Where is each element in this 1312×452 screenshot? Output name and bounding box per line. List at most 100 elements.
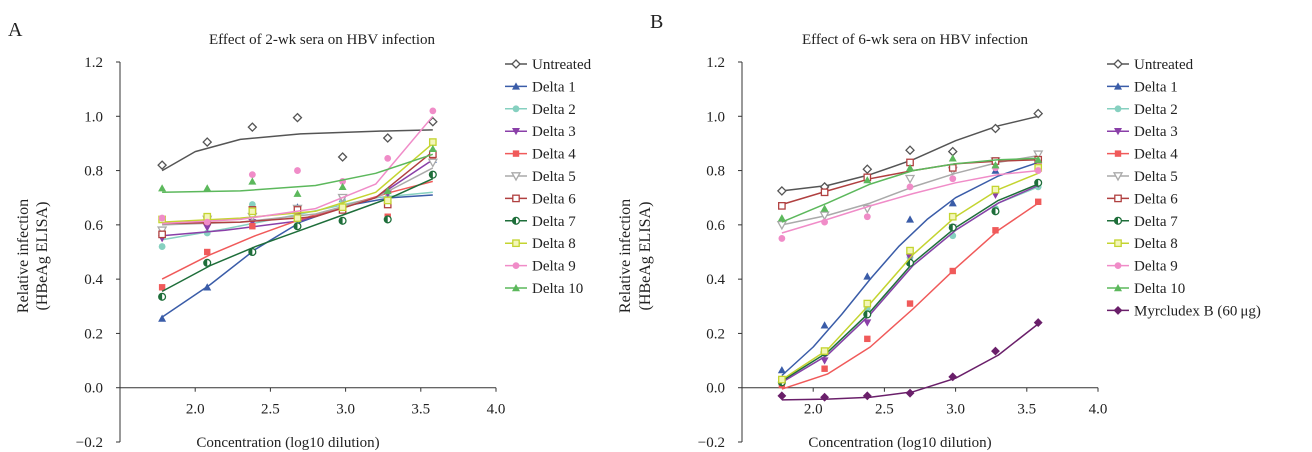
panel-a-series-delta-9-point (248, 171, 256, 179)
panel-a-series-delta-7-point-half (248, 248, 253, 256)
panel-a-series-delta-9-fit-line (162, 115, 434, 225)
panel-a-series-delta-8-point (248, 207, 257, 216)
panel-a-series-delta-1 (158, 155, 437, 322)
panel-b-series-delta-7 (777, 178, 1043, 387)
panel-b-series-delta-10-point (820, 204, 829, 212)
panel-a-series-delta-10-fit-line (162, 153, 434, 194)
panel-b-xtick-label: 4.0 (1089, 402, 1108, 418)
panel-b-series-delta-7-point (948, 223, 957, 232)
panel-b-ytick-label: 1.0 (706, 109, 725, 125)
panel-a-legend-label: Delta 5 (532, 169, 576, 185)
panel-b-series-untreated-point (905, 145, 915, 156)
panel-a-legend-item-delta-9: Delta 9 (505, 259, 576, 275)
panel-a-ytick-label: 0.2 (84, 326, 103, 342)
panel-a-series-delta-10-point (428, 144, 437, 153)
panel-a-series-delta-4-point (204, 248, 211, 256)
panel-b-series-delta-3 (777, 180, 1043, 385)
panel-a-series-delta-4-point (158, 284, 166, 291)
panel-a-ytick-label: 1.0 (84, 109, 103, 125)
panel-b-series-myrcludex-b-60-g-point (820, 392, 830, 402)
panel-b-series-delta-9-point (1034, 167, 1042, 174)
panel-b-series-delta-8-point (863, 299, 872, 308)
panel-b-series-delta-3-fit-line (781, 184, 1039, 383)
panel-b-series-delta-8-point (778, 375, 786, 384)
panel-b-series-delta-5-point (1033, 150, 1044, 160)
panel-b-xtick-label: 3.0 (946, 402, 965, 418)
panel-b-series-myrcludex-b-60-g-fit-line (781, 323, 1039, 401)
panel-b-series-delta-4 (778, 198, 1042, 390)
panel-a-ytick-label: 0.8 (84, 164, 103, 180)
panel-a-xtick-label: 3.5 (411, 402, 430, 418)
panel-a-legend-item-delta-10: Delta 10 (505, 281, 583, 297)
panel-b-series-delta-7-point-half (992, 207, 996, 215)
panel-b-series-delta-3-point (991, 191, 1000, 199)
panel-b-series-myrcludex-b-60-g-point (862, 391, 872, 401)
panel-a-series-delta-9-point (429, 107, 437, 115)
panel-b-legend-marker (1114, 284, 1122, 292)
panel-a-series-untreated-point (157, 160, 168, 171)
panel-b-legend-marker (1113, 305, 1123, 315)
panel-a-legend-marker-half (512, 217, 516, 225)
panel-b-series-myrcludex-b-60-g-point (777, 391, 787, 401)
panel-a-series-delta-2-point (158, 243, 166, 250)
panel-a-legend-item-delta-8: Delta 8 (505, 236, 576, 252)
panel-a-legend-item-delta-3: Delta 3 (505, 124, 576, 140)
panel-a-series-delta-7-point-half (294, 222, 298, 230)
panel-a-series-untreated (157, 112, 438, 172)
panel-a: A Effect of 2-wk sera on HBV infection Rel… (8, 19, 592, 451)
panel-a-series-delta-7-point (158, 292, 167, 301)
panel-a-ylabel-line1: Relative infection (15, 199, 32, 313)
panel-a-legend-item-untreated: Untreated (505, 57, 592, 73)
panel-a-series-delta-8-fit-line (162, 142, 434, 223)
panel-a-legend-marker (512, 284, 520, 292)
panel-b-legend-label: Untreated (1134, 57, 1194, 73)
panel-b-legend-marker (1114, 128, 1122, 136)
panel-b-series-delta-8-point (948, 212, 957, 221)
panel-a-ylabel-line2: (HBeAg ELISA) (34, 202, 51, 311)
panel-b-series-myrcludex-b-60-g (777, 318, 1043, 402)
panel-a-legend-marker (512, 262, 520, 269)
panel-a-legend-label: Delta 8 (532, 236, 576, 252)
panel-b-ytick-label: −0.2 (698, 435, 725, 451)
panel-a-legend-label: Untreated (532, 57, 592, 73)
panel-a-ytick-label: 0.0 (84, 381, 103, 397)
panel-b-series-delta-1-fit-line (781, 161, 1039, 377)
panel-b-series-delta-9-point (949, 175, 957, 183)
panel-a-xtick-label: 2.0 (186, 402, 205, 418)
panel-b-series-untreated-point (862, 164, 873, 175)
panel-b-series-myrcludex-b-60-g-point (1033, 318, 1043, 327)
panel-a-legend-item-delta-2: Delta 2 (505, 102, 576, 118)
panel-b-series-delta-8-fit-line (781, 172, 1039, 381)
panel-b-series-delta-10-point (863, 176, 872, 184)
panel-a-letter: A (8, 19, 23, 41)
panel-b-series-untreated-point (990, 123, 1001, 134)
panel-b-legend-label: Delta 4 (1134, 147, 1178, 163)
panel-b-series-delta-3-point (863, 319, 872, 327)
panel-a-series-delta-7-point (203, 258, 212, 267)
panel-a-ytick-label: 1.2 (84, 55, 103, 71)
panel-a-legend-label: Delta 1 (532, 79, 576, 95)
panel-a-legend-marker (511, 216, 521, 225)
panel-a-series-delta-10-point (293, 189, 302, 197)
panel-b-legend-label: Myrcludex B (60 μg) (1134, 303, 1261, 319)
panel-a-series-delta-10-point (248, 177, 257, 185)
panel-a-series-delta-8-point (383, 196, 392, 205)
panel-b-legend-item-delta-7: Delta 7 (1107, 214, 1178, 230)
panel-b-legend-label: Delta 2 (1134, 102, 1178, 118)
panel-b-legend-item-delta-9: Delta 9 (1107, 259, 1178, 275)
panel-b-legend-marker (1114, 82, 1122, 90)
panel-a-series-delta-7-point-half (429, 171, 433, 179)
panel-b-series-delta-7-point-half (949, 224, 953, 231)
panel-b-axes: 1.2 1.0 0.8 0.6 0.4 0.2 0.0 −0.2 2.0 2.5 3.0 3.5 4.0 (698, 55, 1108, 451)
panel-b-ylabel-line1: Relative infection (617, 199, 634, 313)
panel-b-series-delta-7-point (991, 207, 1000, 216)
panel-b-series-delta-7-point (1034, 178, 1043, 187)
panel-a-series-delta-10-point (383, 186, 392, 195)
panel-b-series-delta-4-point (949, 267, 956, 275)
panel-a-legend-label: Delta 2 (532, 102, 576, 118)
panel-b-letter: B (650, 11, 663, 33)
panel-a-legend-item-delta-7: Delta 7 (505, 214, 576, 230)
panel-b-series-delta-10 (777, 154, 1043, 223)
panel-b-xtick-label: 2.5 (875, 402, 894, 418)
